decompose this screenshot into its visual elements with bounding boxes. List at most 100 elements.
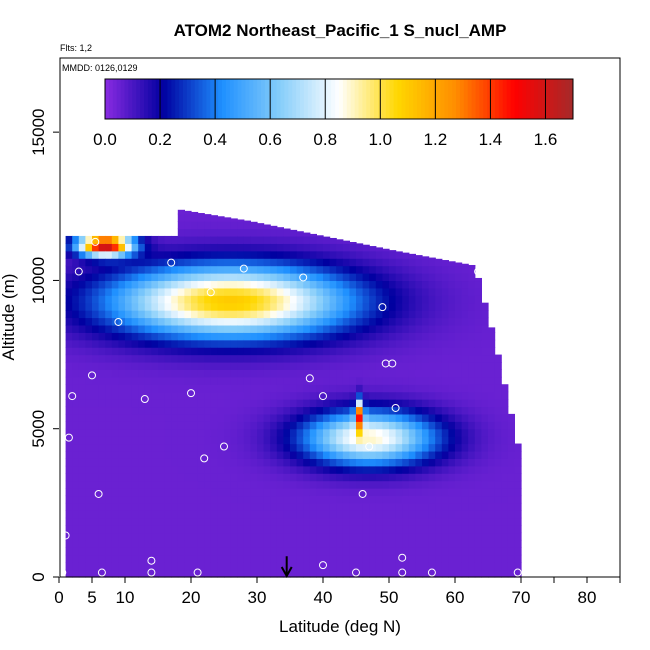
heatmap-cell: [191, 243, 199, 252]
heatmap-cell: [151, 436, 159, 445]
heatmap-cell: [461, 547, 469, 556]
heatmap-cell: [501, 384, 509, 393]
colorbar-swatch: [315, 79, 320, 119]
heatmap-cell: [336, 421, 344, 430]
heatmap-cell: [224, 391, 232, 400]
heatmap-cell: [197, 517, 205, 526]
heatmap-cell: [501, 562, 509, 571]
heatmap-cell: [435, 347, 443, 356]
heatmap-cell: [257, 473, 265, 482]
heatmap-cell: [402, 465, 410, 474]
x-axis: 0 5 10 20 30 40 50 60 70 80: [54, 577, 621, 607]
heatmap-cell: [263, 339, 271, 348]
heatmap-cell: [389, 436, 397, 445]
heatmap-cell: [309, 495, 317, 504]
heatmap-cell: [474, 458, 482, 467]
colorbar-swatch: [179, 79, 184, 119]
heatmap-cell: [408, 458, 416, 467]
heatmap-cell: [441, 443, 449, 452]
heatmap-cell: [303, 310, 311, 319]
heatmap-cell: [494, 369, 502, 378]
heatmap-cell: [230, 569, 238, 578]
heatmap-cell: [210, 221, 218, 230]
heatmap-cell: [65, 295, 73, 304]
heatmap-cell: [217, 354, 225, 363]
colorbar-swatch: [261, 79, 266, 119]
colorbar-swatch: [471, 79, 476, 119]
heatmap-cell: [237, 569, 245, 578]
heatmap-cell: [395, 384, 403, 393]
heatmap-cell: [217, 376, 225, 385]
heatmap-cell: [408, 480, 416, 489]
heatmap-cell: [402, 413, 410, 422]
heatmap-cell: [158, 369, 166, 378]
heatmap-cell: [224, 265, 232, 274]
heatmap-cell: [448, 421, 456, 430]
heatmap-cell: [243, 443, 251, 452]
heatmap-cell: [151, 458, 159, 467]
heatmap-cell: [98, 428, 106, 437]
heatmap-cell: [144, 443, 152, 452]
heatmap-cell: [441, 510, 449, 519]
heatmap-cell: [342, 525, 350, 534]
heatmap-cell: [257, 354, 265, 363]
heatmap-cell: [415, 532, 423, 541]
heatmap-cell: [177, 310, 185, 319]
heatmap-cell: [118, 399, 126, 408]
heatmap-cell: [171, 235, 179, 244]
heatmap-cell: [329, 302, 337, 311]
heatmap-cell: [329, 273, 337, 282]
heatmap-cell: [250, 473, 258, 482]
heatmap-cell: [342, 443, 350, 452]
heatmap-cell: [395, 361, 403, 370]
heatmap-cell: [191, 473, 199, 482]
heatmap-cell: [118, 428, 126, 437]
heatmap-cell: [362, 421, 370, 430]
heatmap-cell: [158, 525, 166, 534]
heatmap-cell: [270, 250, 278, 259]
heatmap-cell: [375, 495, 383, 504]
colorbar-swatch: [456, 79, 461, 119]
heatmap-cell: [428, 421, 436, 430]
heatmap-cell: [362, 547, 370, 556]
heatmap-cell: [455, 547, 463, 556]
heatmap-cell: [184, 339, 192, 348]
heatmap-cell: [158, 273, 166, 282]
heatmap-cell: [237, 502, 245, 511]
heatmap-cell: [191, 554, 199, 563]
heatmap-cell: [461, 339, 469, 348]
heatmap-cell: [349, 258, 357, 267]
heatmap-cell: [111, 547, 119, 556]
heatmap-cell: [435, 361, 443, 370]
heatmap-cell: [375, 369, 383, 378]
heatmap-cell: [349, 295, 357, 304]
colorbar-swatch: [222, 79, 227, 119]
heatmap-cell: [461, 354, 469, 363]
heatmap-cell: [362, 539, 370, 548]
heatmap-cell: [243, 258, 251, 267]
heatmap-cell: [270, 399, 278, 408]
heatmap-cell: [349, 465, 357, 474]
heatmap-cell: [177, 539, 185, 548]
heatmap-cell: [336, 243, 344, 252]
heatmap-cell: [488, 436, 496, 445]
heatmap-cell: [415, 458, 423, 467]
heatmap-cell: [151, 525, 159, 534]
heatmap-cell: [329, 369, 337, 378]
heatmap-cell: [276, 391, 284, 400]
heatmap-cell: [488, 443, 496, 452]
heatmap-cell: [375, 569, 383, 578]
heatmap-cell: [125, 443, 133, 452]
heatmap-cell: [125, 480, 133, 489]
heatmap-cell: [408, 473, 416, 482]
heatmap-cell: [342, 465, 350, 474]
heatmap-cell: [428, 443, 436, 452]
heatmap-cell: [441, 532, 449, 541]
heatmap-cell: [243, 502, 251, 511]
heatmap-cell: [362, 517, 370, 526]
heatmap-cell: [402, 517, 410, 526]
heatmap-cell: [243, 324, 251, 333]
heatmap-cell: [204, 369, 212, 378]
heatmap-cell: [501, 428, 509, 437]
sample-point: [239, 264, 248, 273]
